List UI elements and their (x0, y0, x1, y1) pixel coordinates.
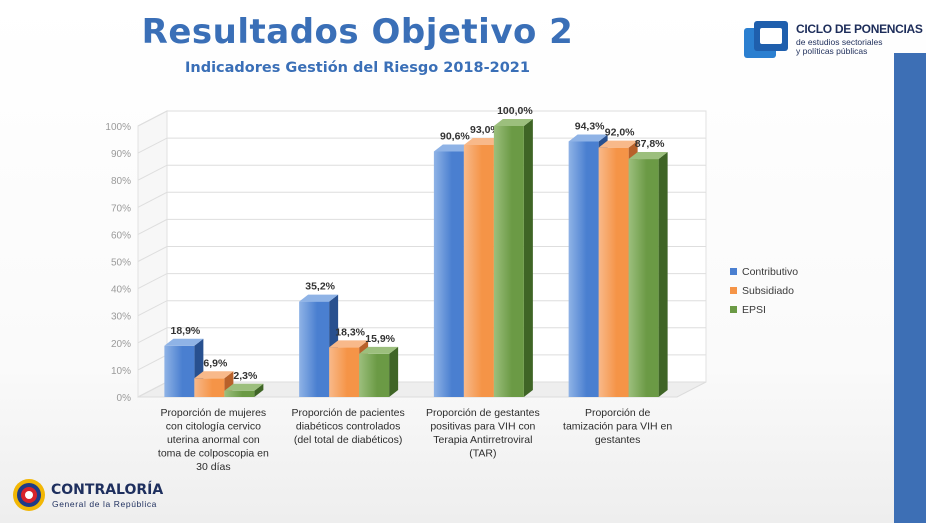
legend-swatch (730, 268, 737, 275)
y-tick-label: 80% (111, 176, 131, 187)
data-label: 90,6% (440, 130, 470, 142)
ciclo-logo-title: CICLO DE PONENCIAS (796, 22, 923, 36)
bar-contributivo (433, 151, 464, 397)
bar-epsi (493, 126, 524, 397)
data-label: 2,3% (233, 370, 258, 382)
contraloria-logo: CONTRALORÍA General de la República (12, 477, 212, 517)
legend-label: EPSI (742, 303, 766, 316)
bar-top-contributivo (433, 144, 473, 152)
gridline (137, 110, 706, 127)
bar-top-epsi (359, 346, 399, 354)
bar-subsidiado (598, 147, 629, 397)
legend-item-subsidiado: Subsidiado (730, 281, 798, 300)
y-tick-label: 10% (111, 366, 131, 377)
bar-epsi (359, 353, 390, 397)
bar-side-epsi (254, 383, 264, 397)
bar-top-subsidiado (598, 140, 638, 148)
bar-subsidiado (329, 347, 360, 397)
x-category-label: Proporción de tamización para VIH en gesta… (563, 407, 672, 446)
bar-subsidiado (463, 144, 494, 397)
data-label: 92,0% (605, 127, 635, 139)
y-tick-label: 20% (111, 339, 131, 350)
y-tick-label: 90% (111, 149, 131, 160)
bar-side-epsi (389, 346, 399, 397)
bar-subsidiado (194, 378, 225, 397)
data-label: 87,8% (635, 138, 665, 150)
bar-side-epsi (658, 152, 668, 397)
data-label: 15,9% (365, 333, 395, 345)
data-label: 18,9% (170, 325, 200, 337)
y-tick-label: 30% (111, 312, 131, 323)
bar-epsi (628, 159, 659, 397)
y-tick-label: 40% (111, 285, 131, 296)
data-label: 35,2% (305, 281, 335, 293)
bar-contributivo (164, 345, 195, 397)
bar-top-contributivo (164, 338, 204, 346)
chart-legend: Contributivo Subsidiado EPSI (730, 262, 798, 319)
page-title: Resultados Objetivo 2 (141, 12, 574, 52)
x-category-label: Proporción de mujeres con citología cervi… (158, 407, 269, 473)
page-subtitle: Indicadores Gestión del Riesgo 2018-2021 (184, 60, 530, 76)
bar-contributivo (568, 141, 599, 397)
bar-side-epsi (523, 119, 533, 397)
bar-top-epsi (493, 119, 533, 126)
y-tick-label: 70% (111, 203, 131, 214)
legend-swatch (730, 287, 737, 294)
y-tick-label: 100% (105, 122, 131, 133)
contraloria-subtitle: General de la República (52, 499, 157, 509)
y-tick-label: 50% (111, 258, 131, 269)
bar-top-subsidiado (194, 371, 234, 379)
bar-contributivo (299, 301, 330, 397)
contraloria-name: CONTRALORÍA (51, 482, 164, 498)
legend-item-contributivo: Contributivo (730, 262, 798, 281)
data-label: 100,0% (497, 105, 533, 117)
data-label: 6,9% (203, 357, 228, 369)
data-label: 94,3% (575, 120, 605, 132)
ciclo-logo-subtitle-1: de estudios sectoriales (796, 37, 883, 47)
bar-top-subsidiado (329, 340, 369, 348)
bar-top-contributivo (568, 134, 608, 142)
legend-swatch (730, 306, 737, 313)
right-accent-bar (894, 53, 926, 523)
bar-top-contributivo (299, 294, 339, 302)
legend-label: Contributivo (742, 265, 799, 278)
ciclo-de-ponencias-logo: CICLO DE PONENCIAS de estudios sectorial… (742, 14, 923, 64)
bar-top-epsi (224, 383, 264, 391)
ciclo-logo-icon (744, 21, 788, 58)
y-tick-label: 0% (117, 393, 132, 404)
y-tick-label: 60% (111, 230, 131, 241)
data-label: 93,0% (470, 124, 500, 136)
legend-item-epsi: EPSI (730, 300, 798, 319)
ciclo-logo-subtitle-2: y políticas públicas (796, 46, 868, 56)
x-category-label: Proporción de gestantes positivas para VI… (426, 407, 540, 460)
contraloria-seal-icon (13, 479, 45, 511)
bar-epsi (224, 390, 255, 397)
bar-top-epsi (628, 152, 668, 160)
bar-top-subsidiado (463, 137, 503, 145)
x-category-label: Proporción de pacientes diabéticos contro… (292, 407, 405, 446)
data-label: 18,3% (335, 326, 365, 338)
legend-label: Subsidiado (742, 284, 794, 297)
